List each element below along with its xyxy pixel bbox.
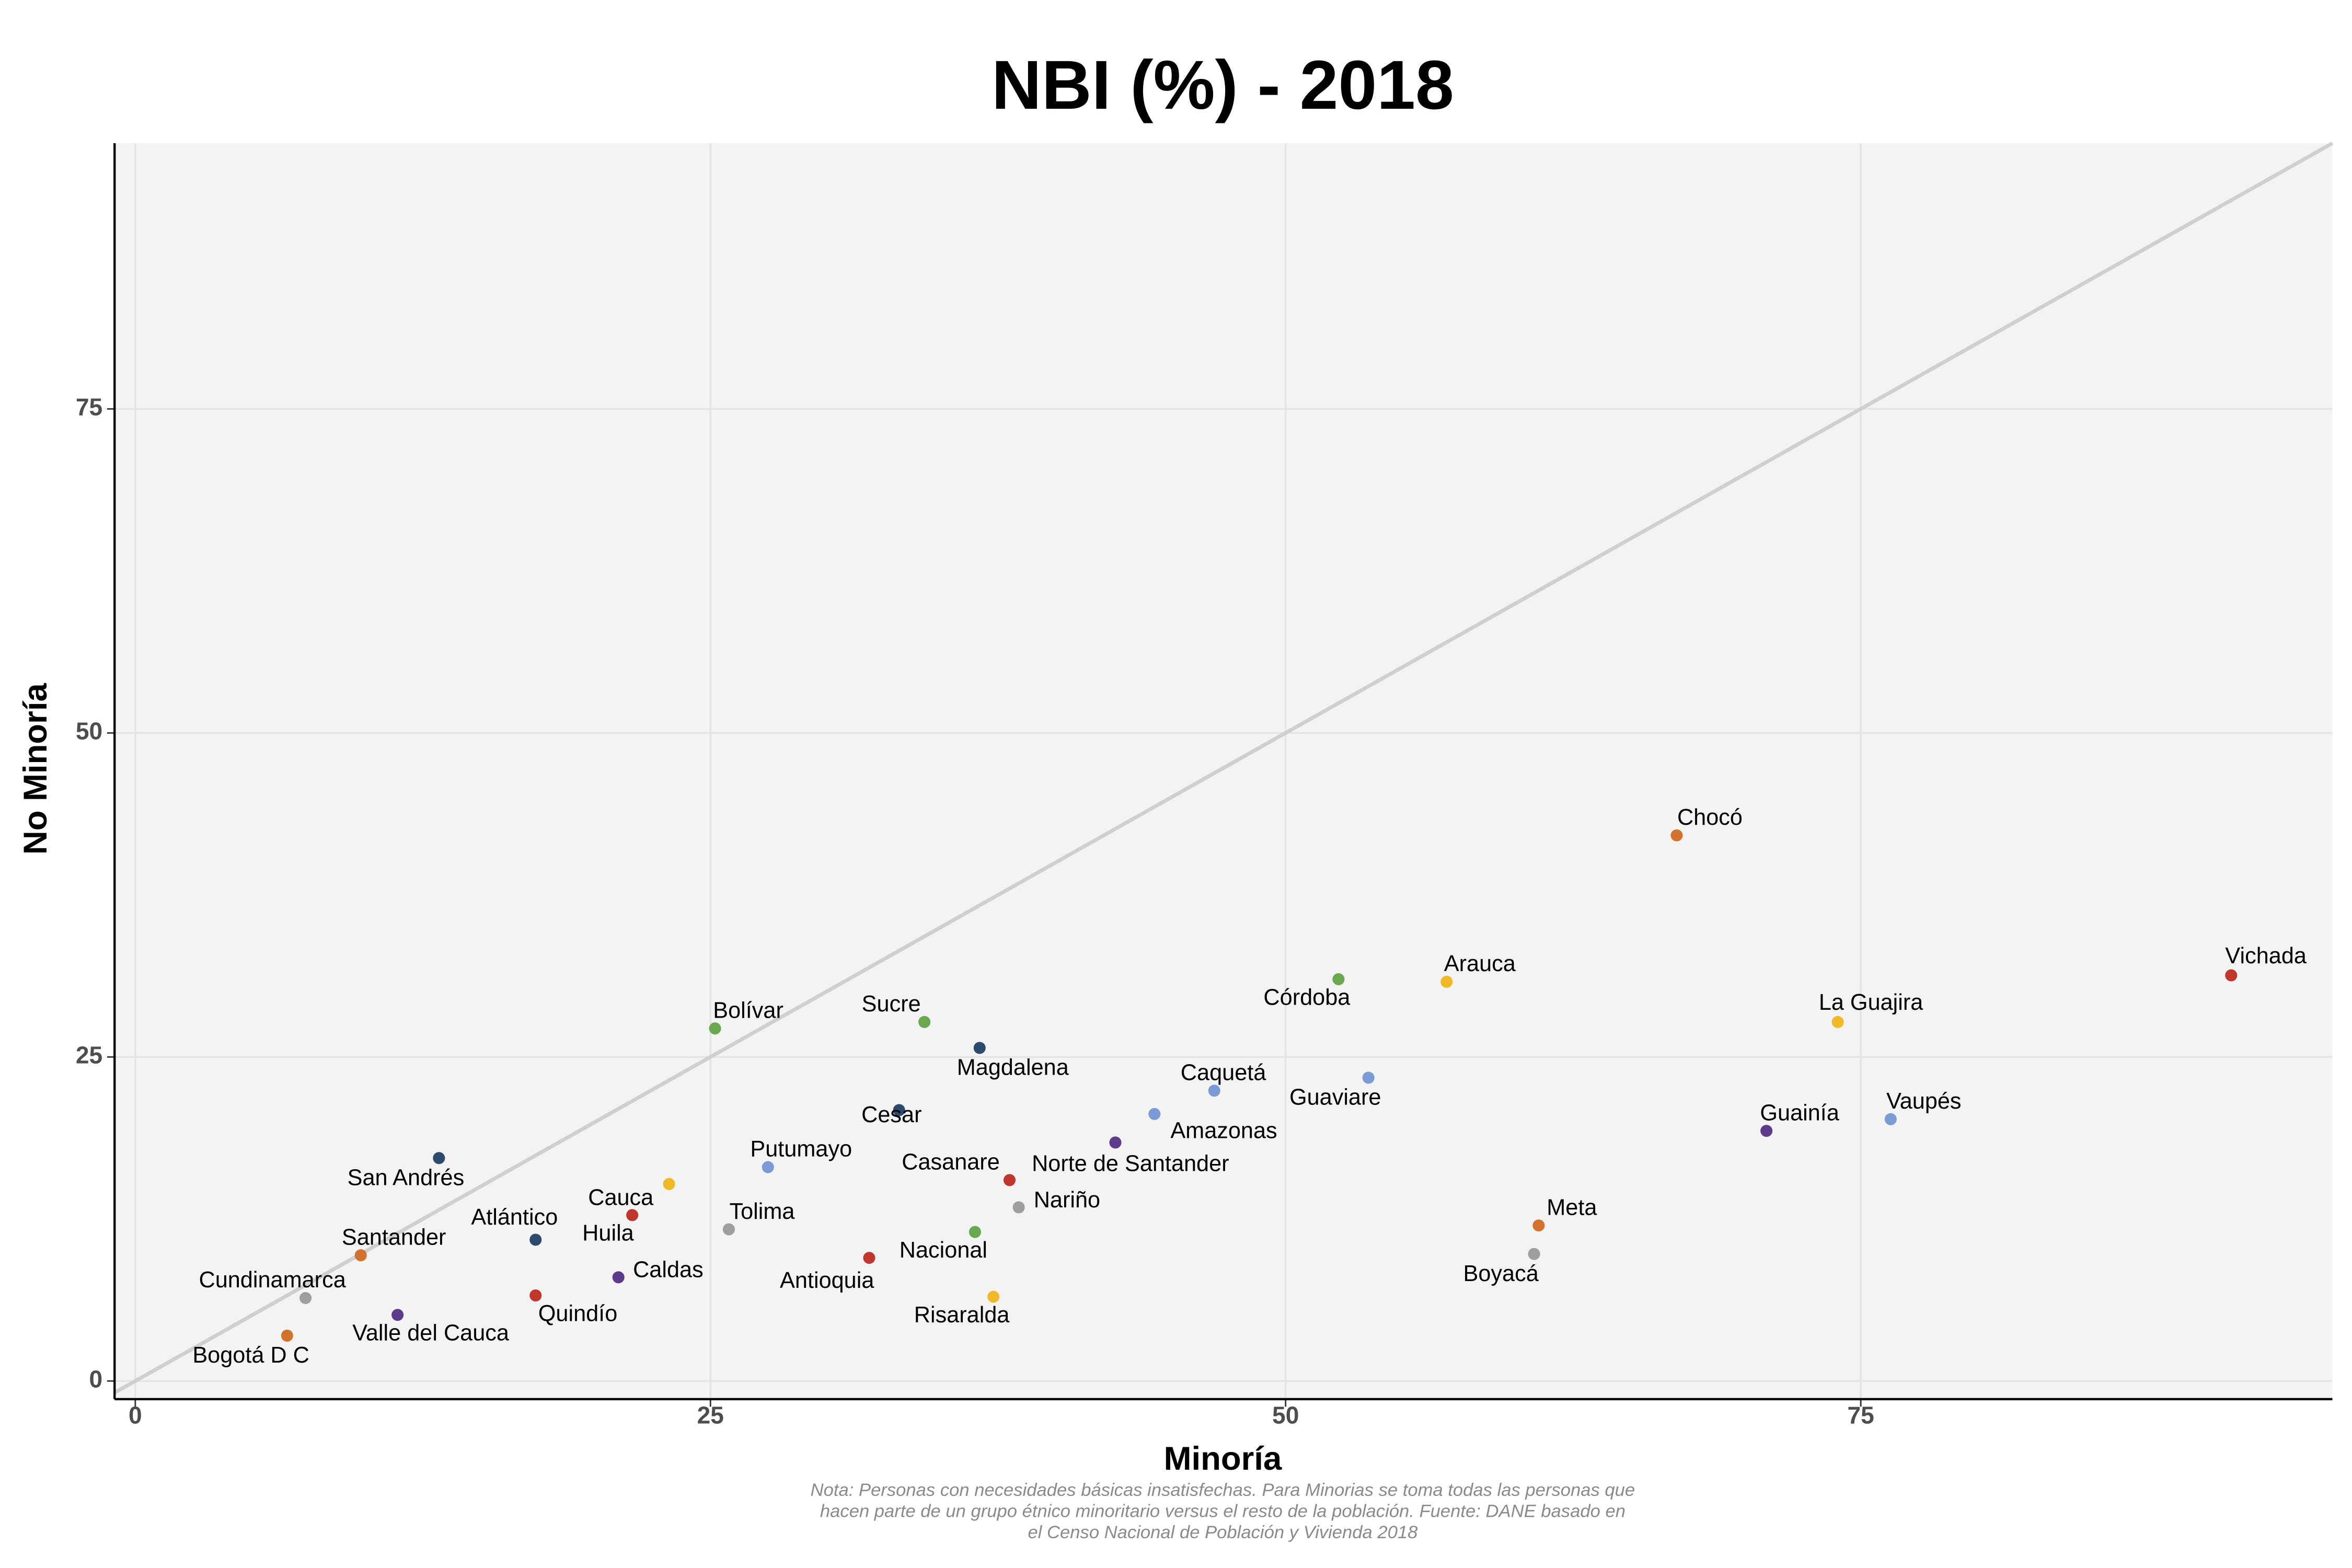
point [918, 1016, 931, 1028]
x-tick-label: 25 [697, 1402, 724, 1429]
point [1670, 829, 1683, 841]
point-label: Vaupés [1886, 1089, 1961, 1114]
point [1831, 1016, 1844, 1028]
point [863, 1252, 875, 1264]
point-label: Guaviare [1289, 1085, 1381, 1110]
point-label: Casanare [902, 1150, 1000, 1175]
point-label: Vichada [2225, 943, 2307, 969]
point [1332, 973, 1345, 986]
point-label: Caquetá [1181, 1060, 1266, 1085]
reference-line [113, 141, 2334, 1394]
point [1012, 1201, 1025, 1214]
point-label: Huila [582, 1221, 635, 1246]
point-label: Nariño [1034, 1187, 1100, 1213]
point-label: Quindío [538, 1301, 617, 1326]
point [709, 1022, 721, 1035]
y-tick-label: 75 [76, 394, 102, 421]
caption-line: Nota: Personas con necesidades básicas i… [811, 1480, 1635, 1500]
caption: Nota: Personas con necesidades básicas i… [811, 1480, 1635, 1542]
point-label: Caldas [633, 1258, 704, 1283]
caption-line: el Censo Nacional de Población y Viviend… [1028, 1523, 1418, 1542]
y-tick-label: 0 [89, 1365, 102, 1392]
point-label: Antioquia [780, 1268, 874, 1293]
point-label: Tolima [729, 1199, 795, 1224]
x-tick-label: 75 [1847, 1402, 1874, 1429]
point [973, 1042, 986, 1054]
x-axis-label: Minoría [1164, 1440, 1282, 1477]
y-tick-label: 50 [76, 718, 102, 745]
y-tick-label: 25 [76, 1041, 102, 1068]
point-label: Norte de Santander [1032, 1151, 1229, 1177]
point [1760, 1125, 1773, 1137]
point-label: Risaralda [914, 1302, 1010, 1328]
point [299, 1292, 312, 1305]
point [626, 1209, 639, 1221]
y-axis-label: No Minoría [17, 683, 54, 855]
point [969, 1226, 982, 1238]
point-label: Atlántico [471, 1205, 558, 1230]
caption-line: hacen parte de un grupo étnico minoritar… [820, 1501, 1625, 1521]
point-label: Bogotá D C [192, 1343, 309, 1368]
point [1884, 1113, 1897, 1125]
point-label: Chocó [1677, 805, 1743, 830]
point [762, 1161, 774, 1173]
point [663, 1178, 675, 1190]
chart-title: NBI (%) - 2018 [991, 47, 1454, 124]
point-label: Sucre [862, 991, 921, 1017]
point [1208, 1085, 1220, 1097]
point-label: Bolívar [713, 998, 783, 1023]
point [354, 1249, 367, 1262]
x-tick-label: 0 [129, 1402, 142, 1429]
point-label: Santander [342, 1225, 446, 1250]
point [722, 1223, 735, 1236]
point-label: Amazonas [1170, 1118, 1277, 1143]
point-label: Boyacá [1463, 1261, 1539, 1286]
point [1109, 1136, 1122, 1149]
point [2225, 969, 2238, 982]
point [893, 1104, 905, 1116]
point [1148, 1108, 1161, 1120]
point-label: Guainía [1760, 1100, 1839, 1125]
point [1362, 1071, 1375, 1084]
point [612, 1271, 625, 1284]
point [1003, 1174, 1016, 1186]
point-label: Cauca [588, 1185, 654, 1210]
point-label: Arauca [1444, 951, 1516, 976]
point [281, 1329, 293, 1342]
point-label: Magdalena [957, 1055, 1069, 1080]
point-label: San Andrés [348, 1165, 465, 1190]
point [1532, 1219, 1545, 1232]
point [433, 1152, 445, 1165]
point [987, 1290, 1000, 1303]
point-label: La Guajira [1819, 990, 1923, 1015]
point [391, 1309, 404, 1321]
point-label: Valle del Cauca [352, 1321, 510, 1346]
point-label: Putumayo [750, 1137, 852, 1162]
point [529, 1233, 542, 1246]
x-tick-label: 50 [1272, 1402, 1299, 1429]
point-label: Meta [1547, 1195, 1597, 1220]
point-label: Nacional [900, 1238, 987, 1263]
point [529, 1289, 542, 1302]
point [1528, 1248, 1540, 1260]
point-label: Cundinamarca [199, 1267, 346, 1293]
point-label: Córdoba [1263, 985, 1351, 1010]
point-label: Cesar [861, 1102, 921, 1127]
point [1440, 975, 1453, 988]
